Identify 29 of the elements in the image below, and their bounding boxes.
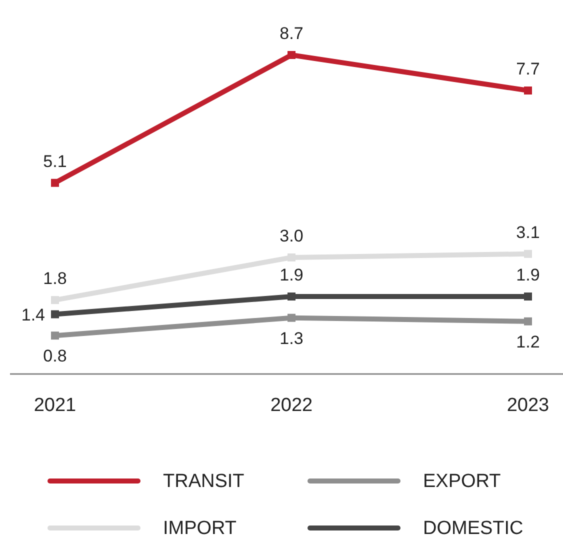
legend-label: TRANSIT xyxy=(163,471,245,492)
data-label: 3.0 xyxy=(280,226,304,246)
data-label: 1.4 xyxy=(21,305,45,324)
data-label: 1.9 xyxy=(280,266,304,285)
data-label: 1.3 xyxy=(280,328,304,348)
data-label: 3.1 xyxy=(516,222,540,242)
data-label: 1.9 xyxy=(516,266,540,285)
legend-label: IMPORT xyxy=(163,518,237,539)
x-tick-label: 2022 xyxy=(270,395,313,416)
data-label: 0.8 xyxy=(43,346,67,366)
point xyxy=(288,292,296,301)
point xyxy=(51,310,59,318)
point xyxy=(524,317,532,326)
data-label: 7.7 xyxy=(516,60,540,79)
data-label: 1.8 xyxy=(43,269,67,288)
x-tick-label: 2023 xyxy=(506,395,550,416)
point xyxy=(524,250,532,258)
point xyxy=(51,178,59,187)
legend-label: DOMESTIC xyxy=(423,518,524,539)
data-label: 8.7 xyxy=(280,24,304,43)
x-tick-label: 2021 xyxy=(34,395,76,416)
legend-label: EXPORT xyxy=(423,471,502,492)
point xyxy=(51,296,59,304)
point xyxy=(51,332,59,340)
point xyxy=(288,51,296,59)
data-label: 1.2 xyxy=(516,332,540,352)
point xyxy=(524,292,532,301)
point xyxy=(524,86,532,95)
data-label: 5.1 xyxy=(43,152,67,171)
